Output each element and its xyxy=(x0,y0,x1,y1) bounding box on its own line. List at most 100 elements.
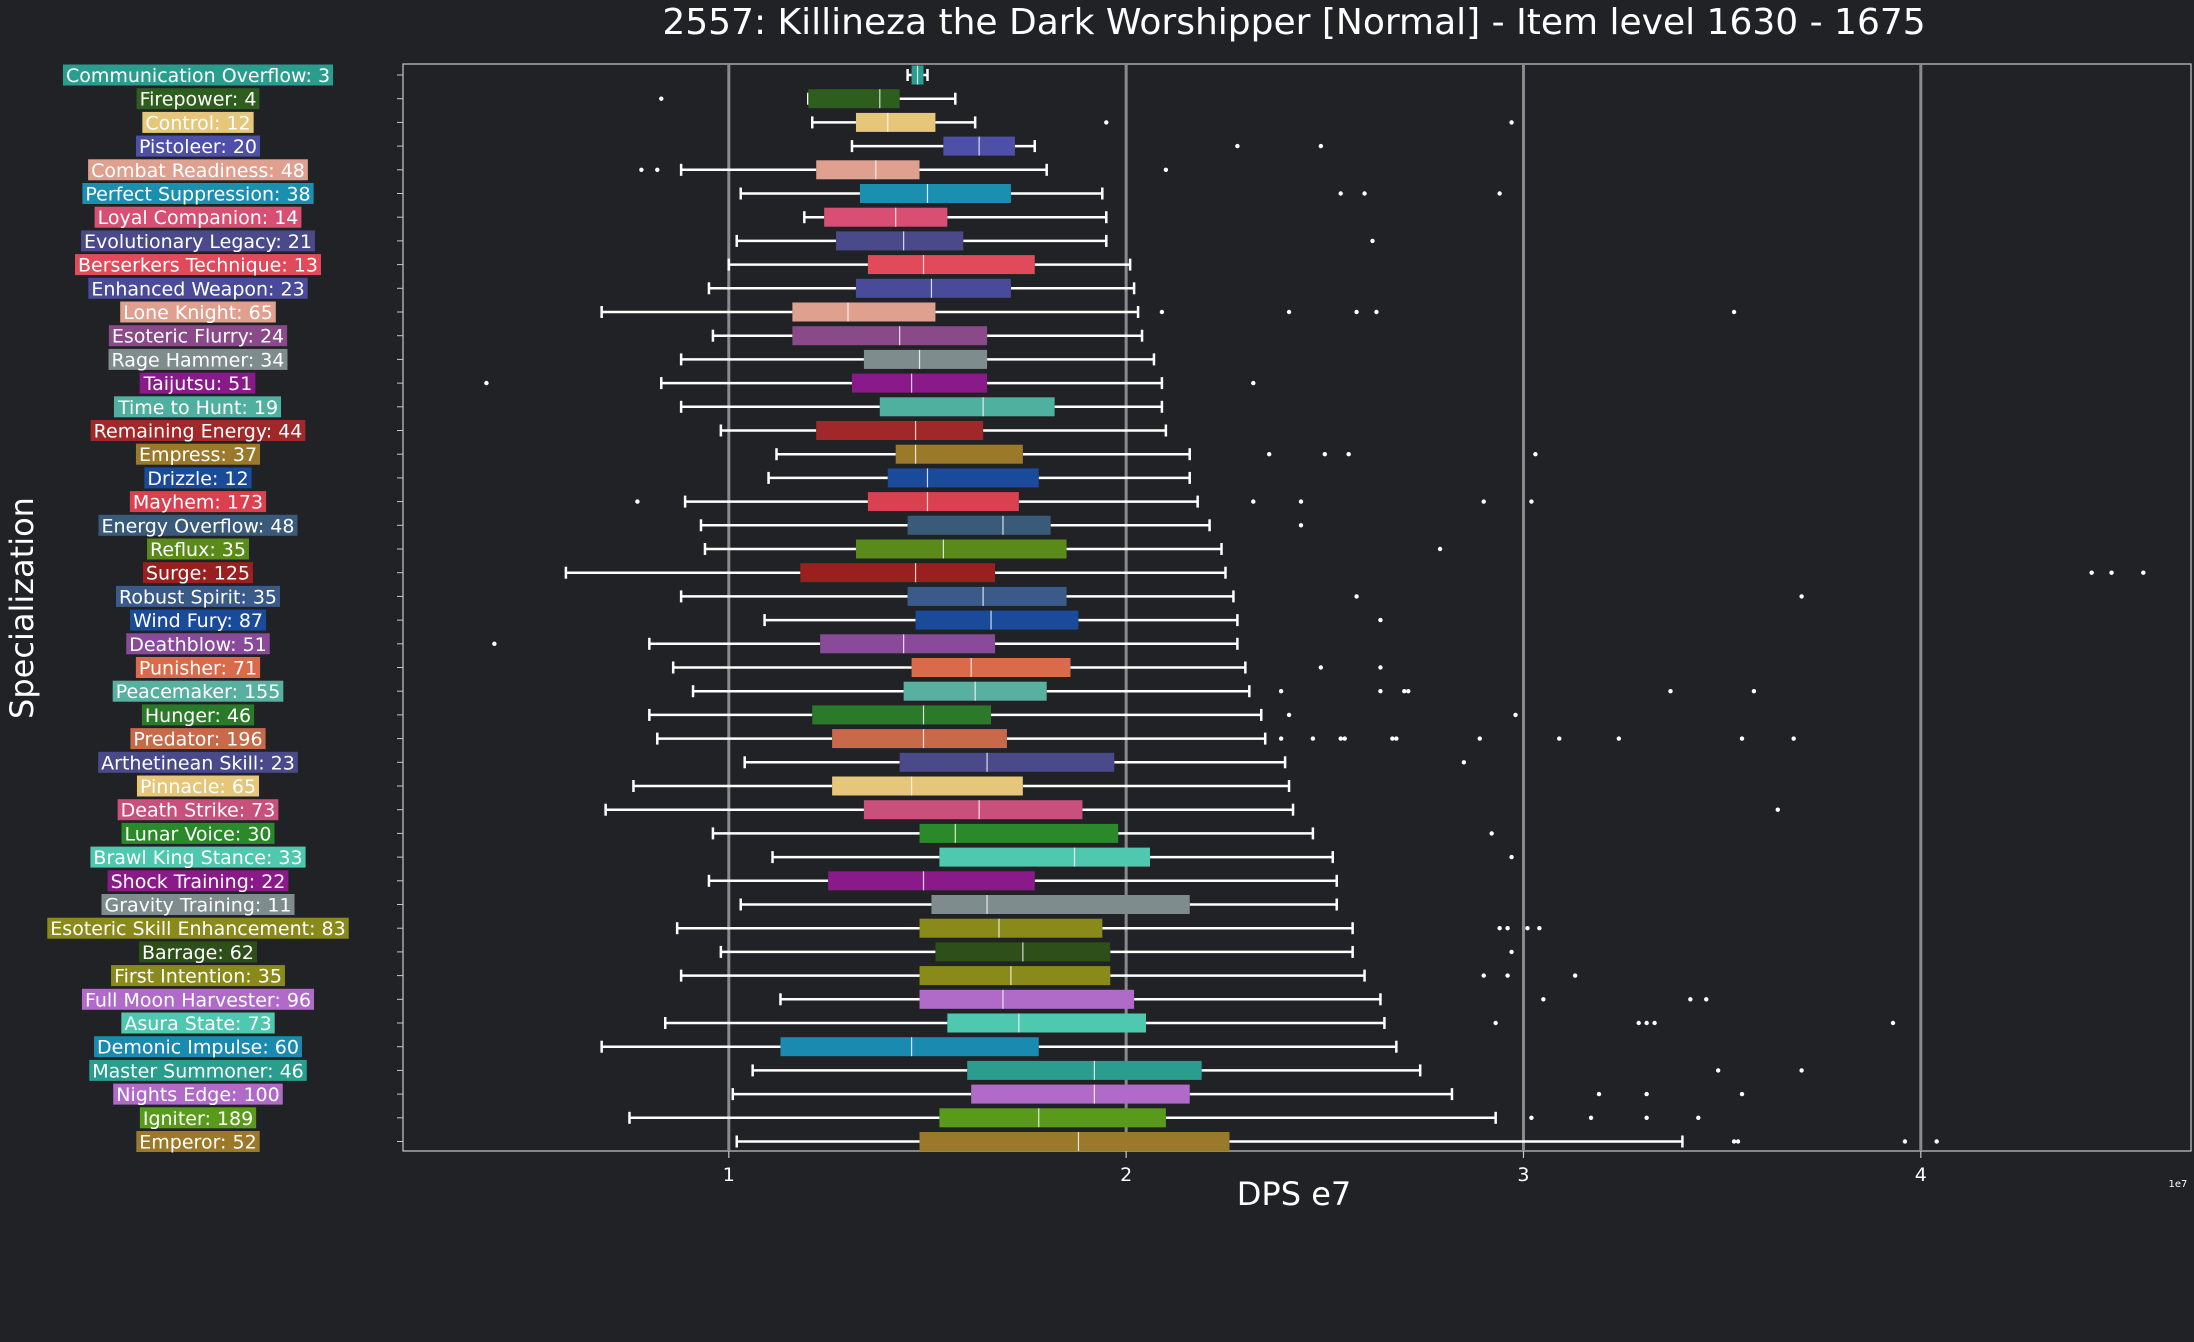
outlier-point xyxy=(1704,997,1709,1002)
outlier-point xyxy=(1318,143,1324,149)
iqr-box xyxy=(816,160,920,180)
category-label-background xyxy=(81,988,315,1010)
outlier-point xyxy=(1354,309,1359,315)
category-label: Pinnacle: 65 xyxy=(136,775,260,798)
category-label-text: Death Strike: 73 xyxy=(121,800,276,822)
category-label: Master Summoner: 46 xyxy=(89,1059,307,1082)
category-label-text: Combat Readiness: 48 xyxy=(91,160,305,182)
outlier-point xyxy=(492,641,497,646)
category-label: Full Moon Harvester: 96 xyxy=(81,988,315,1011)
iqr-box xyxy=(911,658,1071,677)
category-label: Communication Overflow: 3 xyxy=(62,64,334,87)
outlier-point xyxy=(1791,736,1796,741)
outlier-point xyxy=(1378,617,1383,623)
category-label: Igniter: 189 xyxy=(139,1107,257,1130)
iqr-box xyxy=(971,1084,1190,1104)
outlier-point xyxy=(1493,1020,1498,1026)
outlier-point xyxy=(1394,736,1399,741)
category-label-background xyxy=(135,443,261,465)
category-label-background xyxy=(144,467,252,489)
box-row xyxy=(397,278,1136,298)
outlier-point xyxy=(1437,546,1443,552)
category-label-background xyxy=(88,159,308,181)
outlier-point xyxy=(1497,926,1502,931)
box-row xyxy=(397,515,1304,535)
outlier-point xyxy=(1251,380,1256,386)
outlier-point xyxy=(1596,1091,1602,1097)
category-label-background xyxy=(136,88,260,110)
category-label-background xyxy=(121,822,275,844)
outlier-point xyxy=(1338,191,1343,196)
category-label-text: Robust Spirit: 35 xyxy=(119,586,277,608)
box-row xyxy=(397,895,1338,914)
category-label-background xyxy=(89,1059,307,1081)
outlier-point xyxy=(1505,973,1510,978)
box-row xyxy=(397,681,1757,701)
category-label-background xyxy=(90,846,306,868)
box-row xyxy=(397,1013,1896,1033)
category-label-text: Emperor: 52 xyxy=(139,1132,256,1154)
category-label-text: Esoteric Flurry: 24 xyxy=(112,326,284,348)
box-row xyxy=(397,302,1737,322)
box-row xyxy=(397,776,1291,796)
outlier-point xyxy=(1378,689,1383,694)
iqr-box xyxy=(887,468,1039,488)
outlier-point xyxy=(1318,665,1324,670)
iqr-box xyxy=(820,634,996,654)
category-label: Remaining Energy: 44 xyxy=(90,420,306,443)
category-label-text: Energy Overflow: 48 xyxy=(102,515,295,537)
outlier-point xyxy=(635,499,640,504)
outlier-point xyxy=(1775,807,1780,812)
category-label: Death Strike: 73 xyxy=(117,799,279,822)
category-label-background xyxy=(88,277,308,299)
category-label-text: Remaining Energy: 44 xyxy=(94,421,303,443)
iqr-box xyxy=(780,1037,1039,1057)
box-row xyxy=(397,160,1169,180)
outlier-point xyxy=(1266,452,1272,457)
iqr-box xyxy=(859,184,1011,203)
category-label: First Intention: 35 xyxy=(111,965,285,988)
x-tick-label: 2 xyxy=(1120,1164,1132,1186)
category-label-text: Shock Training: 22 xyxy=(111,871,286,893)
outlier-point xyxy=(1481,973,1486,978)
category-label: Wind Fury: 87 xyxy=(129,609,267,632)
outlier-point xyxy=(1402,689,1407,694)
category-label: Robust Spirit: 35 xyxy=(115,585,281,608)
iqr-box xyxy=(863,349,988,369)
outlier-point xyxy=(1541,997,1546,1002)
category-label-background xyxy=(111,965,285,987)
category-label-background xyxy=(142,111,254,133)
category-label-text: Asura State: 73 xyxy=(124,1013,271,1035)
category-label-text: Reflux: 35 xyxy=(150,539,246,561)
outlier-point xyxy=(1286,309,1292,315)
category-label: Firepower: 4 xyxy=(136,88,260,111)
category-label-text: Gravity Training: 11 xyxy=(104,895,291,917)
category-label-background xyxy=(129,609,267,631)
outlier-point xyxy=(1362,191,1367,196)
category-label: Nights Edge: 100 xyxy=(113,1083,283,1106)
category-label-background xyxy=(112,680,284,702)
category-label-background xyxy=(120,301,276,323)
outlier-point xyxy=(1338,736,1343,741)
category-label: Lunar Voice: 30 xyxy=(121,822,275,845)
box-row xyxy=(397,255,1132,275)
category-label-text: Demonic Impulse: 60 xyxy=(97,1037,299,1059)
outlier-point xyxy=(1636,1020,1641,1026)
category-label-text: Empress: 37 xyxy=(139,444,257,466)
box-row xyxy=(397,1108,1701,1128)
box-row xyxy=(397,800,1780,820)
category-label-text: Igniter: 189 xyxy=(143,1108,253,1130)
category-label: Hunger: 46 xyxy=(141,704,255,727)
category-label: Demonic Impulse: 60 xyxy=(94,1036,302,1059)
outlier-point xyxy=(1310,736,1316,741)
category-label: Combat Readiness: 48 xyxy=(88,159,308,182)
category-label-background xyxy=(98,751,298,773)
category-label-text: Communication Overflow: 3 xyxy=(66,65,330,87)
category-label-text: Lunar Voice: 30 xyxy=(124,823,271,845)
outlier-point xyxy=(1104,120,1109,125)
iqr-box xyxy=(824,207,948,227)
category-label-background xyxy=(141,704,255,726)
category-label: Deathblow: 51 xyxy=(126,633,270,656)
outlier-point xyxy=(1890,1020,1896,1026)
category-label: Reflux: 35 xyxy=(147,538,249,561)
